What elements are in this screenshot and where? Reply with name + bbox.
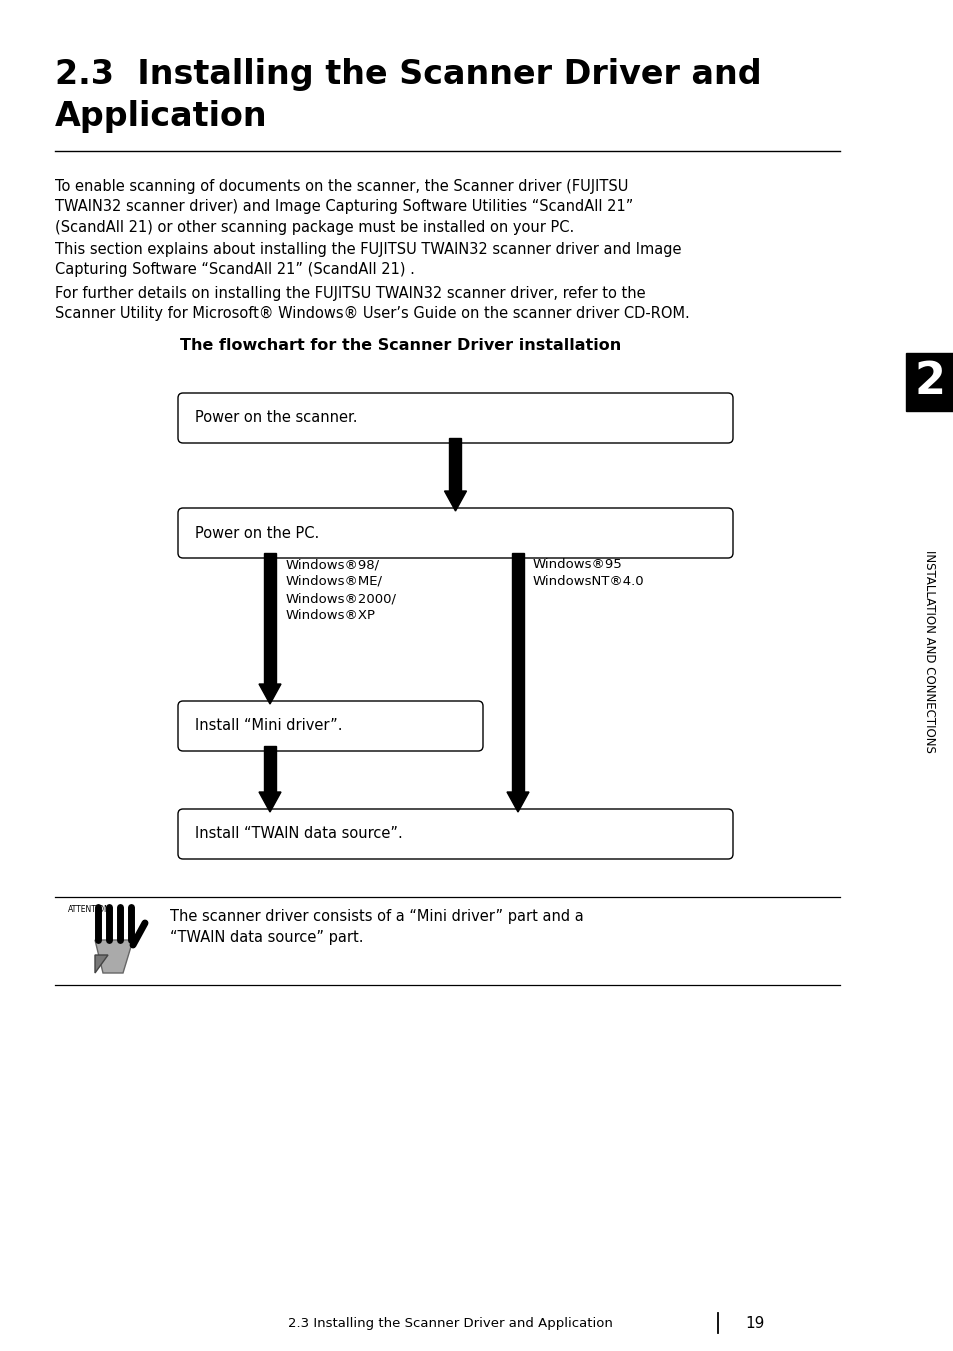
Polygon shape xyxy=(95,940,132,973)
Text: Power on the scanner.: Power on the scanner. xyxy=(194,411,357,426)
Bar xyxy=(512,553,523,792)
FancyBboxPatch shape xyxy=(178,508,732,558)
Bar xyxy=(264,553,275,684)
Polygon shape xyxy=(444,490,466,511)
Text: The scanner driver consists of a “Mini driver” part and a
“TWAIN data source” pa: The scanner driver consists of a “Mini d… xyxy=(170,909,583,944)
Polygon shape xyxy=(95,955,108,973)
Text: To enable scanning of documents on the scanner, the Scanner driver (FUJITSU
TWAI: To enable scanning of documents on the s… xyxy=(55,178,633,235)
Bar xyxy=(264,746,275,792)
FancyBboxPatch shape xyxy=(178,809,732,859)
Text: Windows®95
WindowsNT®4.0: Windows®95 WindowsNT®4.0 xyxy=(533,558,644,588)
Text: 2: 2 xyxy=(914,361,944,404)
Bar xyxy=(905,353,953,411)
Bar xyxy=(449,438,461,490)
Text: For further details on installing the FUJITSU TWAIN32 scanner driver, refer to t: For further details on installing the FU… xyxy=(55,286,689,322)
Text: Install “Mini driver”.: Install “Mini driver”. xyxy=(194,719,342,734)
Polygon shape xyxy=(506,792,529,812)
Polygon shape xyxy=(258,792,281,812)
Text: 2.3  Installing the Scanner Driver and: 2.3 Installing the Scanner Driver and xyxy=(55,58,760,91)
Text: ATTENTION: ATTENTION xyxy=(68,905,111,915)
Polygon shape xyxy=(258,684,281,704)
Text: Install “TWAIN data source”.: Install “TWAIN data source”. xyxy=(194,827,402,842)
Text: This section explains about installing the FUJITSU TWAIN32 scanner driver and Im: This section explains about installing t… xyxy=(55,242,680,277)
Text: 2.3 Installing the Scanner Driver and Application: 2.3 Installing the Scanner Driver and Ap… xyxy=(287,1316,612,1329)
Text: INSTALLATION AND CONNECTIONS: INSTALLATION AND CONNECTIONS xyxy=(923,550,936,753)
Text: 19: 19 xyxy=(744,1316,763,1331)
FancyBboxPatch shape xyxy=(178,393,732,443)
Text: Power on the PC.: Power on the PC. xyxy=(194,526,319,540)
FancyBboxPatch shape xyxy=(178,701,482,751)
Text: Application: Application xyxy=(55,100,268,132)
Text: The flowchart for the Scanner Driver installation: The flowchart for the Scanner Driver ins… xyxy=(180,338,620,353)
Text: Windows®98/
Windows®ME/
Windows®2000/
Windows®XP: Windows®98/ Windows®ME/ Windows®2000/ Wi… xyxy=(286,558,396,621)
